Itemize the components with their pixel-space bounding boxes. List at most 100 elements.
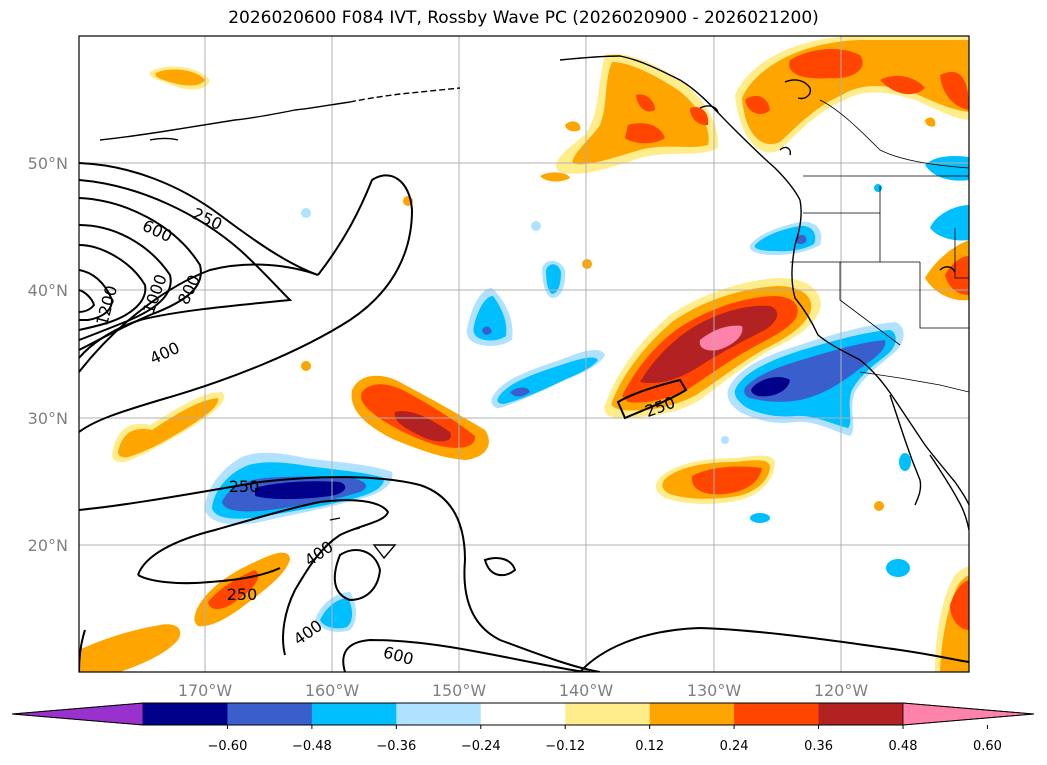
contour-250-loop <box>79 174 414 433</box>
ivt-contours <box>79 162 969 672</box>
coast-island-4 <box>149 137 179 141</box>
lon-label-170w: 170°W <box>178 681 233 700</box>
pos-blob-small-2 <box>540 172 570 182</box>
neg-blob-streak-core <box>510 387 530 397</box>
colorbar-cell <box>818 703 904 725</box>
colorbar: −0.60 −0.48 −0.36 −0.24 −0.12 0.12 0.24 0.36 0.4… <box>11 702 1035 754</box>
neg-blob-38n-core <box>482 326 492 335</box>
colorbar-extend-min <box>11 702 144 726</box>
coast-lake <box>939 266 956 273</box>
contour-inner <box>79 289 96 313</box>
pos-blob-small-1 <box>565 121 581 132</box>
colorbar-tick-label: −0.48 <box>292 739 332 754</box>
coast-alaska <box>559 55 801 201</box>
pos-blob-bl <box>79 624 181 672</box>
borders <box>790 99 969 393</box>
colorbar-cells <box>11 702 1035 726</box>
coast-island-3 <box>784 79 812 100</box>
pos-blob-small-3 <box>925 117 936 127</box>
contour-loop-small <box>333 549 382 602</box>
ar-blob-core3 <box>699 325 743 351</box>
colorbar-cell <box>565 703 651 725</box>
lon-label-130w: 130°W <box>687 681 742 700</box>
coast-hawaii-2 <box>329 517 341 521</box>
neg-blob-bottom-inner <box>320 598 353 629</box>
map-frame <box>78 35 970 673</box>
contour-600-south <box>342 638 591 672</box>
border-ca-nv <box>839 262 901 346</box>
lat-label-30n: 30°N <box>28 409 68 428</box>
coast-aleutians-dash <box>349 87 461 103</box>
contour-loop-tiny <box>483 557 517 577</box>
contour-250-ar <box>616 378 688 420</box>
neg-dot-1 <box>886 559 910 577</box>
coast-island-1 <box>699 105 719 113</box>
gridlines <box>79 36 969 672</box>
border-ut <box>954 228 969 279</box>
contour-800 <box>79 224 172 341</box>
contour-1200 <box>79 269 114 322</box>
pos-blob-sw-inner <box>118 398 219 458</box>
neg-blob-small-v-inner <box>546 264 561 294</box>
colorbar-tick-label: −0.60 <box>208 739 248 754</box>
longitude-labels: 170°W 160°W 150°W 140°W 130°W 120°W <box>178 681 869 700</box>
pos-blob-bc-core3 <box>880 75 925 95</box>
figure-title: 2026020600 F084 IVT, Rossby Wave PC (202… <box>228 8 819 28</box>
lat-label-20n: 20°N <box>28 536 68 555</box>
pos-blob-nw-inner <box>155 69 205 86</box>
border-nv-az <box>919 262 969 329</box>
coast-hawaii-1 <box>372 544 397 560</box>
coast-aleutians <box>99 101 351 141</box>
neg-dot-6 <box>874 184 882 192</box>
contour-labels: 250 600 1200 1000 800 400 250 250 400 25… <box>92 204 677 669</box>
contour-400-south <box>137 499 390 656</box>
pos-blob-ca-inner <box>945 256 969 295</box>
neg-dot-5 <box>301 208 311 218</box>
contour-label-250-low: 250 <box>227 585 258 604</box>
pos-blob-bc-core2 <box>745 95 770 115</box>
coast-baja <box>889 394 922 506</box>
lon-label-160w: 160°W <box>305 681 360 700</box>
pos-blob-bc-core1 <box>789 48 863 79</box>
lat-label-50n: 50°N <box>28 154 68 173</box>
colorbar-tick-label: 0.36 <box>804 739 833 754</box>
colorbar-cell <box>227 703 313 725</box>
pos-blob-br-core <box>950 580 969 630</box>
map-content <box>79 36 969 672</box>
colorbar-tick-label: −0.12 <box>545 739 585 754</box>
neg-dot-3 <box>899 453 911 471</box>
pos-dot-2 <box>582 259 592 269</box>
contour-250-south <box>79 476 601 672</box>
colorbar-cell <box>734 703 820 725</box>
colorbar-cell <box>649 703 735 725</box>
colorbar-extend-max <box>902 702 1035 726</box>
neg-dot-7 <box>721 436 729 444</box>
coast-hawaii-3 <box>351 527 361 531</box>
pos-blob-central-core <box>394 411 451 442</box>
lon-label-120w: 120°W <box>814 681 869 700</box>
pos-dot-3 <box>301 361 311 371</box>
coast-mexico <box>929 454 969 531</box>
pos-blob-low-core <box>208 570 259 609</box>
contour-600 <box>79 197 202 351</box>
contour-400-lower <box>137 567 281 585</box>
colorbar-ticks: −0.60 −0.48 −0.36 −0.24 −0.12 0.12 0.24 0.36 0.4… <box>208 725 1002 754</box>
colorbar-cell <box>143 703 228 725</box>
pos-blob-sub-core <box>691 466 762 495</box>
neg-dot-4 <box>531 221 541 231</box>
colorbar-tick-label: 0.48 <box>889 739 918 754</box>
colorbar-tick-label: −0.24 <box>461 739 501 754</box>
colorbar-tick-label: −0.36 <box>376 739 416 754</box>
pos-blob-goa-core1 <box>625 123 665 144</box>
contour-label-250-south: 250 <box>229 477 260 496</box>
colorbar-tick-label: 0.12 <box>635 739 664 754</box>
neg-blob-e <box>930 205 969 241</box>
colorbar-frame <box>11 702 1035 726</box>
colorbar-tick-label: 0.24 <box>720 739 749 754</box>
neg-blob-ne <box>925 155 969 181</box>
neg-dot-2 <box>750 513 770 523</box>
colorbar-cell <box>396 703 482 725</box>
contour-250-se <box>579 626 969 672</box>
latitude-labels: 50°N 40°N 30°N 20°N <box>28 154 68 555</box>
